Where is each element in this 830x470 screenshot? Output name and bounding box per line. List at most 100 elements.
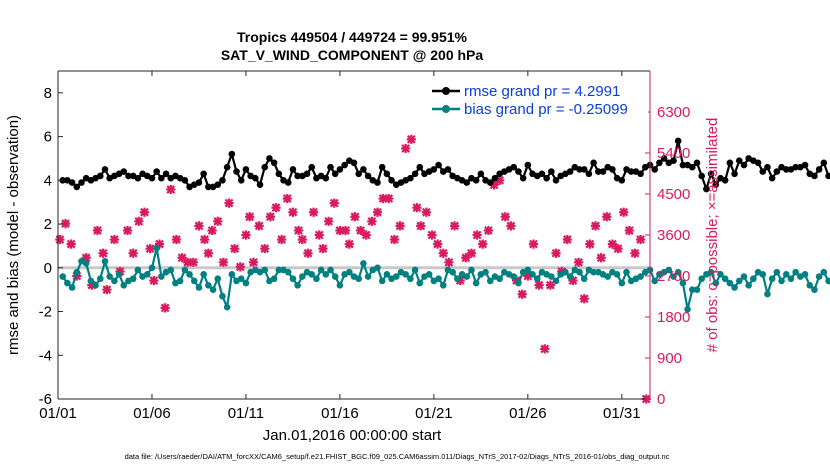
bias-series	[59, 244, 830, 313]
rmse-point	[693, 159, 701, 167]
rmse-point	[430, 166, 438, 173]
assimilated-count-marker	[207, 225, 217, 236]
rmse-point	[651, 166, 658, 173]
rmse-point	[820, 159, 828, 167]
rmse-point	[322, 174, 330, 182]
rmse-point	[364, 172, 372, 180]
rmse-point	[792, 163, 799, 171]
assimilated-count-marker	[102, 285, 112, 295]
rmse-point	[350, 159, 358, 167]
rmse-point	[703, 185, 710, 193]
bias-point	[674, 268, 682, 276]
rmse-point	[153, 168, 160, 175]
rmse-point	[78, 179, 85, 186]
assimilated-count-marker	[177, 253, 187, 263]
bias-point	[496, 275, 503, 283]
bias-point	[820, 268, 828, 276]
rmse-series	[59, 137, 830, 193]
rmse-point	[825, 172, 830, 180]
rmse-point	[548, 168, 555, 175]
bias-point	[566, 273, 574, 280]
y-left-axis-ticks: -6 -4 -2 0 2 4 6 8	[39, 85, 63, 408]
bias-point	[299, 273, 306, 280]
assimilated-count-marker	[139, 207, 150, 217]
assimilated-count-marker	[579, 294, 589, 304]
legend-bias-label: bias grand pr = -0.25099	[464, 101, 628, 118]
bias-point	[825, 277, 830, 285]
y-right-tick-label: 4500	[657, 186, 690, 203]
rmse-point	[463, 179, 471, 186]
rmse-point	[134, 174, 142, 182]
x-tick-label: 01/31	[603, 405, 641, 422]
assimilated-count-marker	[361, 230, 371, 240]
assimilated-count-marker	[282, 193, 292, 204]
rmse-point	[595, 168, 602, 175]
bias-point	[143, 271, 151, 278]
assimilated-count-marker	[224, 198, 234, 208]
rmse-point	[205, 183, 212, 191]
bias-point	[355, 275, 362, 283]
assimilated-count-marker	[395, 221, 405, 231]
bias-point	[670, 273, 677, 280]
assimilated-count-marker	[630, 248, 640, 258]
bias-point	[815, 273, 823, 280]
assimilated-count-marker	[171, 234, 181, 245]
bias-point	[392, 273, 400, 280]
rmse-point	[233, 168, 240, 175]
rmse-point	[383, 170, 391, 178]
assimilated-count-marker	[455, 275, 465, 286]
bias-point	[721, 275, 729, 283]
bias-point	[439, 281, 447, 289]
assimilated-count-marker	[596, 253, 606, 263]
bias-point	[792, 268, 799, 276]
rmse-point	[688, 163, 696, 171]
rmse-point	[303, 170, 311, 178]
rmse-point	[764, 163, 771, 171]
rmse-point	[759, 168, 767, 175]
rmse-point	[195, 179, 203, 186]
rmse-point	[773, 168, 781, 175]
assimilated-count-marker	[562, 234, 572, 245]
rmse-point	[618, 177, 626, 184]
bias-point	[383, 271, 391, 278]
rmse-point	[735, 157, 743, 164]
bias-point	[317, 266, 325, 274]
bias-point	[740, 273, 748, 280]
bias-point	[684, 306, 691, 313]
assimilated-count-marker	[534, 280, 544, 290]
y-left-tick-label: 4	[44, 172, 52, 189]
bias-point	[148, 264, 156, 272]
assimilated-count-marker	[568, 275, 578, 286]
bias-point	[378, 277, 386, 285]
assimilated-count-marker	[265, 212, 275, 222]
bias-point	[336, 281, 344, 289]
bias-point	[374, 264, 381, 272]
assimilated-count-marker	[149, 275, 159, 286]
assimilated-count-marker	[461, 253, 471, 263]
rmse-point	[120, 168, 128, 175]
assimilated-count-marker	[517, 289, 527, 299]
assimilated-count-marker	[92, 225, 103, 236]
bias-point	[562, 268, 569, 276]
bias-point	[167, 266, 175, 274]
bias-point	[289, 275, 297, 283]
assimilated-count-marker	[438, 248, 448, 258]
rmse-point	[660, 155, 668, 162]
bias-point	[242, 279, 250, 287]
y-left-tick-label: -6	[39, 391, 52, 408]
bias-point	[270, 275, 278, 283]
bias-point	[275, 266, 283, 274]
assimilated-count-marker	[523, 271, 533, 281]
assimilated-count-marker	[218, 257, 228, 267]
assimilated-count-marker	[277, 234, 287, 245]
assimilated-count-marker	[166, 184, 176, 195]
rmse-point	[327, 163, 334, 171]
y-right-axis-label: # of obs: o=possible; ×=assimilated	[704, 118, 721, 353]
rmse-point	[336, 166, 344, 173]
bias-point	[787, 275, 795, 283]
assimilated-count-marker	[416, 221, 426, 231]
rmse-point	[524, 161, 532, 169]
bias-point	[87, 277, 95, 285]
bias-point	[463, 273, 471, 280]
bias-point	[778, 277, 785, 285]
